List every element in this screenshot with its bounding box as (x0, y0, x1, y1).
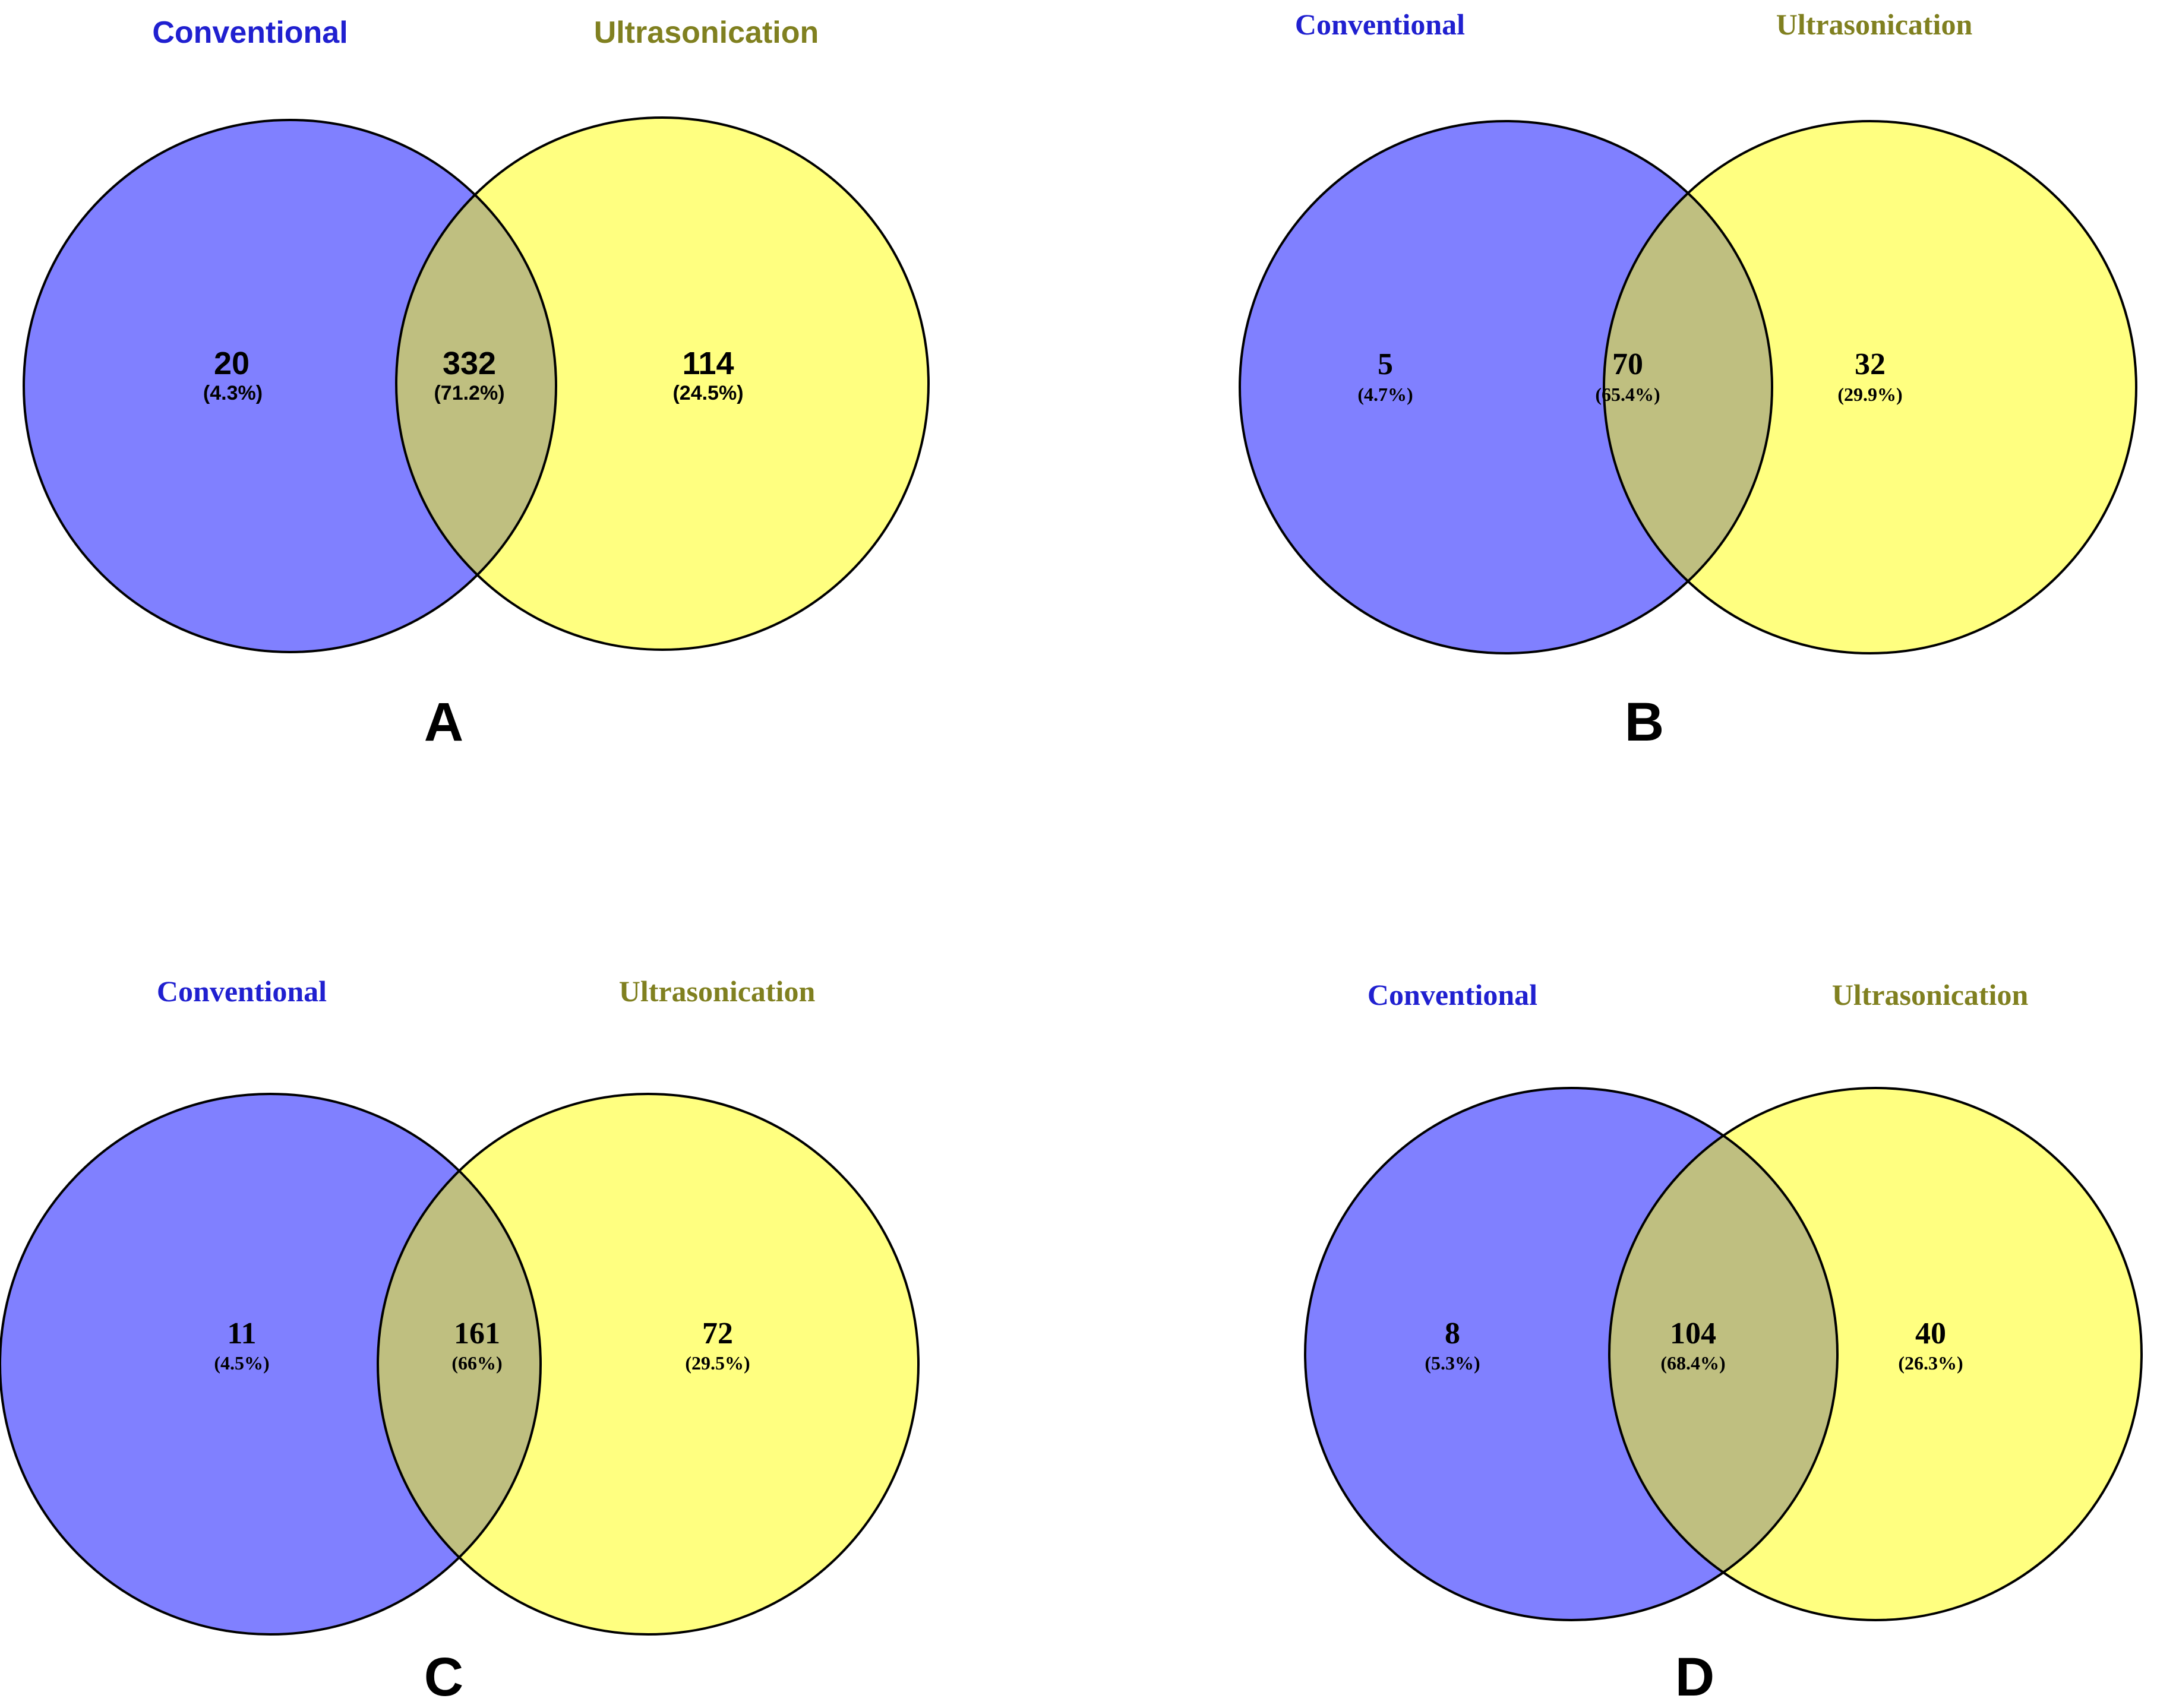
only-set2-count: 114 (682, 346, 734, 381)
set1-circle (0, 1094, 541, 1634)
only-set1-count: 20 (214, 346, 250, 381)
overlap-percent: (68.4%) (1660, 1352, 1725, 1374)
set2-label: Ultrasonication (1832, 978, 2029, 1011)
only-set1-percent: (4.5%) (214, 1352, 269, 1374)
venn-panel-b: Conventional Ultrasonication 5 (4.7%) 70… (1239, 8, 2137, 752)
only-set2-count: 72 (702, 1317, 733, 1350)
set2-label: Ultrasonication (1776, 8, 1973, 41)
set2-circle (378, 1094, 918, 1634)
only-set2-count: 40 (1915, 1317, 1946, 1350)
only-set1-percent: (4.3%) (203, 382, 263, 404)
set1-outline (1304, 1087, 1839, 1621)
only-set1-percent: (4.7%) (1357, 384, 1413, 405)
set2-label: Ultrasonication (619, 975, 816, 1008)
set1-label: Conventional (157, 975, 327, 1008)
set2-circle (396, 118, 929, 650)
set2-label: Ultrasonication (594, 15, 819, 50)
only-set2-count: 32 (1855, 347, 1886, 381)
set1-outline (23, 119, 557, 653)
only-set1-percent: (5.3%) (1425, 1352, 1480, 1374)
set2-outline (395, 116, 930, 651)
panel-letter: B (1625, 692, 1664, 752)
only-set1-count: 5 (1378, 347, 1393, 381)
only-set2-percent: (24.5%) (672, 382, 743, 404)
only-set2-percent: (26.3%) (1898, 1352, 1963, 1374)
set1-outline (0, 1093, 542, 1636)
only-set1-count: 11 (227, 1317, 256, 1350)
set1-label: Conventional (1368, 978, 1537, 1011)
set1-outline (1239, 120, 1773, 654)
overlap-region (1609, 1088, 1837, 1620)
overlap-percent: (66%) (451, 1352, 502, 1374)
overlap-percent: (71.2%) (434, 382, 504, 404)
venn-panel-d: Conventional Ultrasonication 8 (5.3%) 10… (1304, 978, 2143, 1707)
set2-outline (377, 1093, 920, 1636)
set1-label: Conventional (152, 15, 348, 50)
panel-letter: C (424, 1647, 463, 1707)
only-set1-count: 8 (1445, 1317, 1460, 1350)
set1-circle (24, 120, 556, 652)
panel-letter: A (424, 692, 463, 752)
set2-outline (1603, 120, 2137, 654)
only-set2-percent: (29.9%) (1837, 384, 1902, 405)
overlap-count: 161 (454, 1317, 500, 1350)
panel-letter: D (1675, 1647, 1714, 1707)
overlap-count: 104 (1670, 1317, 1716, 1350)
venn-panel-c: Conventional Ultrasonication 11 (4.5%) 1… (0, 975, 920, 1707)
overlap-count: 332 (443, 346, 496, 381)
set1-label: Conventional (1295, 8, 1465, 41)
venn-panel-a: Conventional Ultrasonication 20 (4.3%) 3… (23, 15, 930, 752)
only-set2-percent: (29.5%) (685, 1352, 750, 1374)
set2-outline (1608, 1087, 2143, 1621)
overlap-percent: (65.4%) (1595, 384, 1660, 405)
overlap-count: 70 (1612, 347, 1643, 381)
